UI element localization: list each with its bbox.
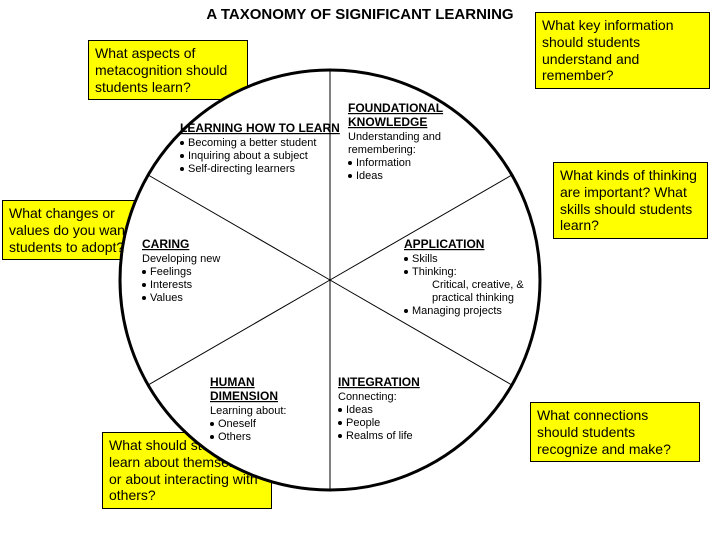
- wedge-integration-item-1: People: [346, 417, 380, 429]
- wedge-learning-bullet-1: [180, 154, 184, 158]
- wedge-foundational-sub: Understanding and: [348, 131, 441, 143]
- wedge-integration-item-2: Realms of life: [346, 430, 413, 442]
- wedge-caring-item-2: Values: [150, 292, 183, 304]
- wedge-caring-title: CARING: [142, 237, 189, 251]
- wedge-foundational-item-1: Ideas: [356, 170, 383, 182]
- wedge-human-bullet-0: [210, 422, 214, 426]
- wedge-application-bullet-4: [404, 309, 408, 313]
- wedge-integration-bullet-1: [338, 421, 342, 425]
- wedge-caring-item-1: Interests: [150, 279, 193, 291]
- wedge-caring-bullet-2: [142, 296, 146, 300]
- wedge-learning-item-0: Becoming a better student: [188, 137, 316, 149]
- wedge-integration-sub: Connecting:: [338, 391, 397, 403]
- wedge-foundational-title2: KNOWLEDGE: [348, 115, 427, 129]
- wedge-human-title: HUMAN: [210, 375, 255, 389]
- wedge-foundational-bullet-1: [348, 174, 352, 178]
- taxonomy-wheel: FOUNDATIONALKNOWLEDGE Understanding andre…: [0, 0, 720, 540]
- wedge-application-item-2: Critical, creative, &: [432, 279, 524, 291]
- wedge-application-bullet-1: [404, 270, 408, 274]
- wedge-application-item-4: Managing projects: [412, 305, 502, 317]
- wedge-foundational-title: FOUNDATIONAL: [348, 101, 443, 115]
- wedge-caring-sub: Developing new: [142, 253, 220, 265]
- wedge-integration-bullet-0: [338, 408, 342, 412]
- wedge-integration-item-0: Ideas: [346, 404, 373, 416]
- wedge-human-title2: DIMENSION: [210, 389, 278, 403]
- wedge-human-bullet-1: [210, 435, 214, 439]
- wedge-caring-item-0: Feelings: [150, 266, 192, 278]
- wedge-caring-bullet-0: [142, 270, 146, 274]
- wedge-caring-bullet-1: [142, 283, 146, 287]
- wedge-foundational-item-0: Information: [356, 157, 411, 169]
- wedge-application-bullet-0: [404, 257, 408, 261]
- wedge-learning-title: LEARNING HOW TO LEARN: [180, 121, 340, 135]
- wedge-human-item-1: Others: [218, 431, 252, 443]
- wedge-application-title: APPLICATION: [404, 237, 484, 251]
- diagram-stage: A TAXONOMY OF SIGNIFICANT LEARNING What …: [0, 0, 720, 540]
- wedge-learning-bullet-2: [180, 167, 184, 171]
- wedge-application-item-3: practical thinking: [432, 292, 514, 304]
- wedge-learning-item-2: Self-directing learners: [188, 163, 295, 175]
- wedge-foundational-bullet-0: [348, 161, 352, 165]
- wedge-foundational-sub2: remembering:: [348, 144, 416, 156]
- wedge-human-item-0: Oneself: [218, 418, 257, 430]
- wedge-learning-item-1: Inquiring about a subject: [188, 150, 308, 162]
- wedge-integration-bullet-2: [338, 434, 342, 438]
- wedge-human-sub: Learning about:: [210, 405, 286, 417]
- wedge-learning-bullet-0: [180, 141, 184, 145]
- wedge-integration-title: INTEGRATION: [338, 375, 420, 389]
- wedge-application-item-1: Thinking:: [412, 266, 457, 278]
- wedge-application-item-0: Skills: [412, 253, 438, 265]
